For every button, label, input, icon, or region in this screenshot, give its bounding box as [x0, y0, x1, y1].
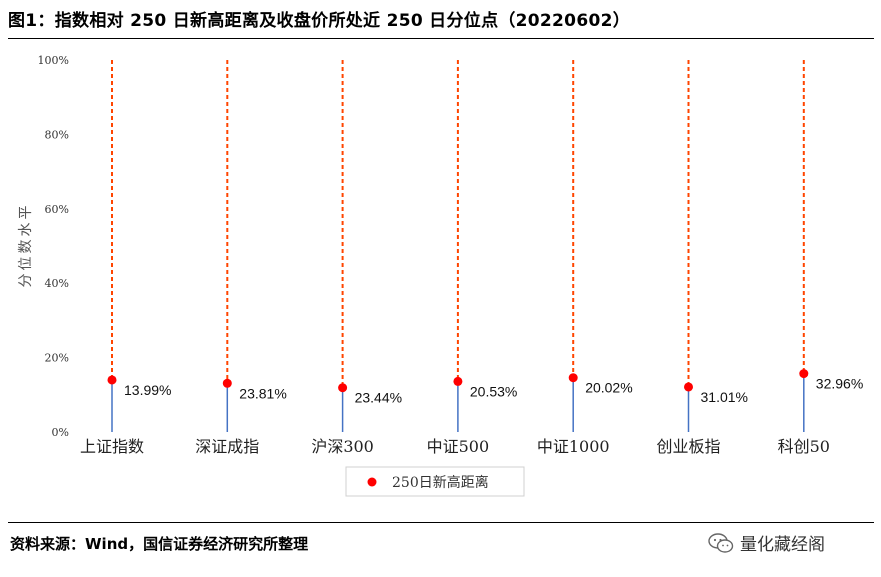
bottom-rule — [8, 522, 874, 523]
x-tick-label: 中证1000 — [537, 437, 610, 456]
watermark: 量化藏经阁 — [708, 530, 825, 555]
data-label: 32.96% — [816, 376, 863, 392]
y-tick-label: 100% — [38, 54, 69, 67]
data-point — [568, 373, 578, 383]
data-label: 23.44% — [355, 390, 402, 406]
top-rule — [8, 38, 874, 39]
chart-area: 0% 20% 40% 60% 80% 100% 分位数水平 13.99% 上证指数 23.81… — [18, 54, 863, 497]
data-point — [107, 375, 117, 385]
wechat-icon — [708, 532, 734, 553]
x-tick-label: 上证指数 — [80, 437, 144, 456]
data-label: 20.53% — [470, 383, 517, 399]
y-tick-label: 80% — [45, 128, 69, 141]
data-label: 23.81% — [239, 385, 286, 401]
data-point — [684, 382, 693, 392]
legend: 250日新高距离 — [345, 466, 525, 497]
watermark-text: 量化藏经阁 — [740, 535, 825, 555]
y-tick-label: 40% — [45, 277, 69, 290]
y-tick-label: 60% — [45, 203, 69, 216]
source-note: 资料来源：Wind，国信证券经济研究所整理 — [10, 535, 309, 553]
y-tick-label: 20% — [45, 352, 69, 365]
legend-marker — [367, 477, 377, 487]
data-point — [453, 376, 463, 386]
data-point — [338, 383, 348, 393]
data-label: 31.01% — [701, 389, 748, 405]
x-tick-label: 科创50 — [778, 437, 830, 456]
data-point — [799, 369, 809, 379]
chart-marks: 13.99% 上证指数 23.81% 深证成指 23.44% 沪深300 20.53% 中证5… — [80, 60, 863, 456]
y-tick-label: 0% — [52, 426, 69, 439]
data-point — [222, 378, 232, 388]
y-axis: 0% 20% 40% 60% 80% 100% — [38, 54, 69, 439]
data-label: 20.02% — [585, 380, 632, 396]
legend-label: 250日新高距离 — [392, 474, 489, 491]
x-tick-label: 创业板指 — [656, 437, 720, 456]
x-tick-label: 沪深300 — [311, 437, 374, 456]
x-tick-label: 深证成指 — [195, 437, 259, 456]
y-axis-label: 分位数水平 — [18, 203, 34, 288]
chart-title: 图1：指数相对 250 日新高距离及收盘价所处近 250 日分位点（202206… — [8, 11, 631, 31]
data-label: 13.99% — [124, 382, 171, 398]
x-tick-label: 中证500 — [427, 437, 490, 456]
